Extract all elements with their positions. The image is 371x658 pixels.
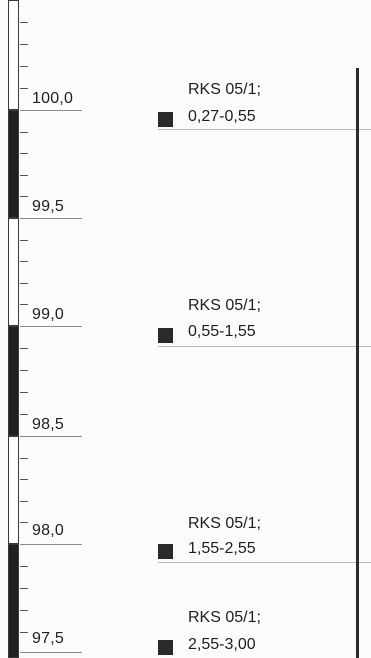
scale-tick: [20, 283, 28, 284]
sample-rule: [158, 129, 371, 130]
scale-tick: [20, 632, 28, 633]
scale-label: 98,0: [32, 522, 64, 539]
sample-square-icon: [158, 544, 173, 559]
scale-segment: [8, 110, 19, 218]
scale-segment: [8, 0, 19, 110]
sample-rule: [158, 346, 371, 347]
scale-tick: [20, 175, 28, 176]
scale-tick: [20, 132, 28, 133]
scale-tick: [20, 370, 28, 371]
sample-name: RKS 05/1;: [188, 81, 261, 98]
scale-tick-major: [20, 110, 82, 111]
sample-depth: 1,55-2,55: [188, 540, 256, 557]
sample-square-icon: [158, 328, 173, 343]
scale-tick: [20, 22, 28, 23]
scale-tick: [20, 566, 28, 567]
scale-label: 99,0: [32, 306, 64, 323]
sample-marker: RKS 05/1; 0,55-1,55: [158, 296, 371, 356]
scale-label: 97,5: [32, 630, 64, 647]
sample-square-icon: [158, 112, 173, 127]
sample-depth: 0,55-1,55: [188, 323, 256, 340]
scale-tick: [20, 240, 28, 241]
scale-tick-major: [20, 652, 82, 653]
scale-tick-major: [20, 218, 82, 219]
scale-tick: [20, 392, 28, 393]
sample-marker: RKS 05/1; 1,55-2,55: [158, 514, 371, 574]
scale-tick: [20, 479, 28, 480]
scale-tick: [20, 348, 28, 349]
scale-segment: [8, 326, 19, 436]
scale-tick-major: [20, 436, 82, 437]
scale-tick-major: [20, 544, 82, 545]
scale-label: 100,0: [32, 90, 74, 107]
scale-segment: [8, 436, 19, 544]
scale-tick: [20, 522, 28, 523]
scale-tick: [20, 261, 28, 262]
sample-square-icon: [158, 640, 173, 655]
scale-tick: [20, 304, 28, 305]
sample-name: RKS 05/1;: [188, 609, 261, 626]
scale-tick: [20, 66, 28, 67]
sample-depth: 0,27-0,55: [188, 108, 256, 125]
scale-segment: [8, 544, 19, 658]
scale-tick: [20, 610, 28, 611]
sample-name: RKS 05/1;: [188, 297, 261, 314]
scale-tick: [20, 501, 28, 502]
sample-marker: RKS 05/1; 2,55-3,00: [158, 608, 358, 658]
scale-tick: [20, 196, 28, 197]
sample-depth: 2,55-3,00: [188, 636, 256, 653]
scale-tick: [20, 414, 28, 415]
scale-label: 99,5: [32, 198, 64, 215]
scale-tick: [20, 458, 28, 459]
scale-tick: [20, 153, 28, 154]
sample-marker: RKS 05/1; 0,27-0,55: [158, 80, 371, 140]
scale-tick: [20, 88, 28, 89]
sample-name: RKS 05/1;: [188, 515, 261, 532]
scale-label: 98,5: [32, 416, 64, 433]
scale-tick: [20, 588, 28, 589]
sample-rule: [158, 562, 371, 563]
scale-tick: [20, 44, 28, 45]
scale-tick-major: [20, 326, 82, 327]
scale-segment: [8, 218, 19, 326]
boring-column-line: [356, 68, 359, 658]
